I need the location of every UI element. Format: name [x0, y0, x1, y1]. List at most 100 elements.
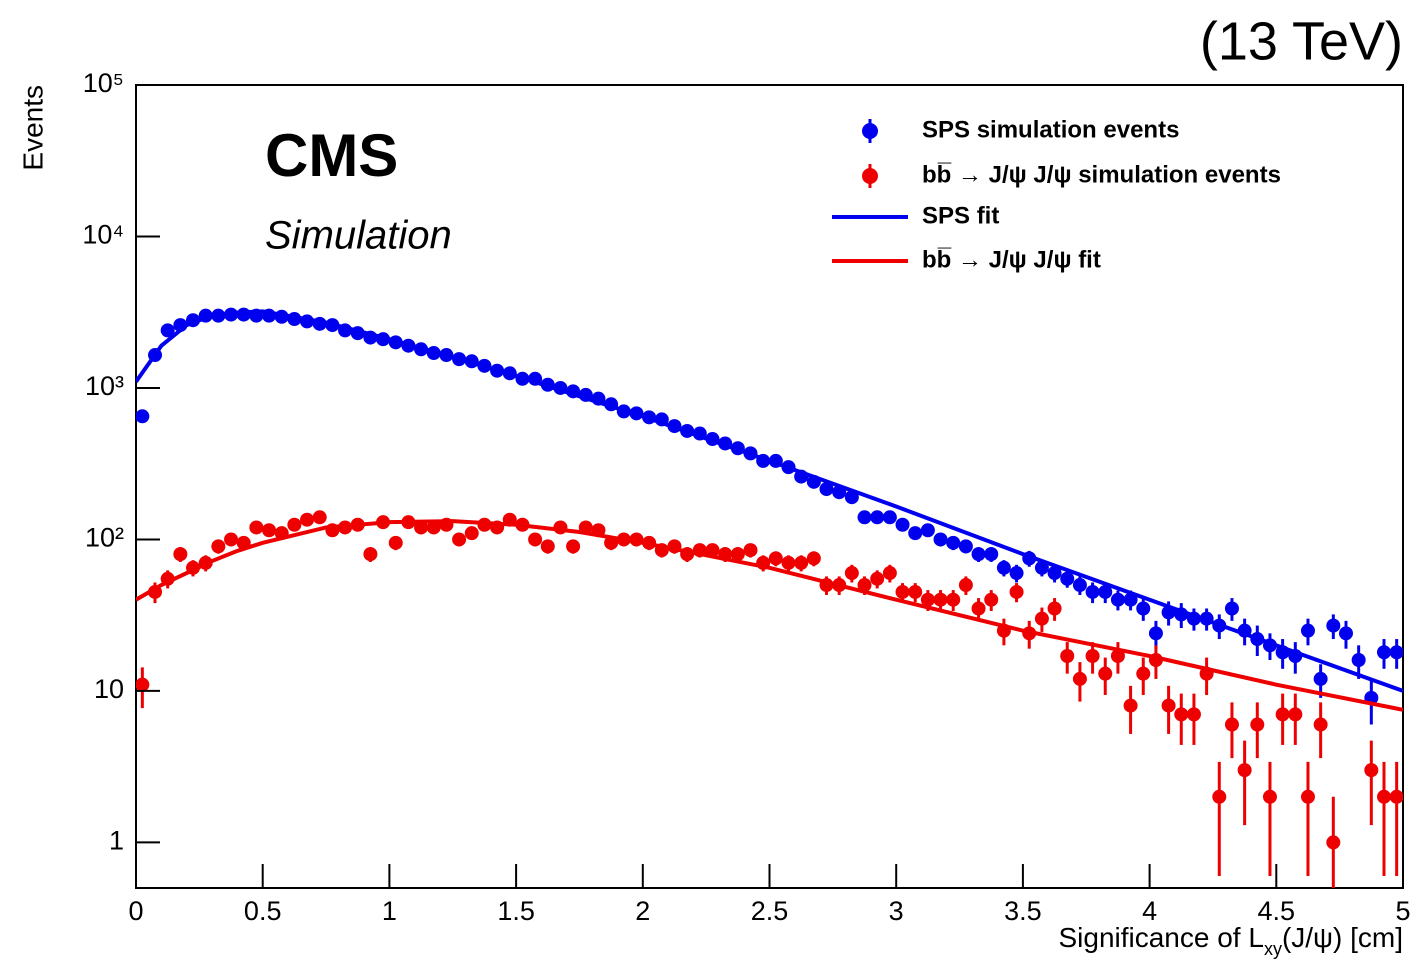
data-point	[1034, 611, 1049, 626]
legend-label: bb̅ → J/ψ J/ψ simulation events	[922, 161, 1281, 188]
x-label-sub: xy	[1264, 939, 1282, 959]
legend-label: SPS fit	[922, 202, 999, 229]
data-point	[136, 409, 150, 424]
data-point	[1250, 717, 1265, 732]
data-point	[870, 571, 885, 586]
data-point	[1300, 623, 1315, 638]
legend-label: bb̅ → J/ψ J/ψ fit	[922, 246, 1101, 273]
data-point	[794, 555, 809, 570]
x-tick-label: 3	[889, 896, 904, 926]
data-point	[1300, 789, 1315, 804]
data-point	[870, 510, 885, 525]
x-tick-label: 1	[382, 896, 397, 926]
data-point	[1110, 649, 1125, 664]
data-point	[300, 512, 315, 527]
x-axis-label: Significance of Lxy(J/ψ) [cm]	[1058, 922, 1403, 958]
data-point	[1186, 707, 1201, 722]
data-point	[908, 526, 923, 541]
data-point	[426, 520, 441, 535]
data-point	[1389, 645, 1403, 660]
data-point	[1313, 671, 1328, 686]
data-point	[1237, 763, 1252, 778]
data-point	[1072, 578, 1087, 593]
data-point	[414, 520, 429, 535]
data-point	[388, 535, 403, 550]
y-tick-label: 10⁵	[83, 68, 124, 98]
data-point	[1072, 671, 1087, 686]
data-point	[224, 532, 239, 547]
data-point	[1060, 649, 1075, 664]
fit-line	[136, 519, 1403, 712]
data-point	[781, 555, 796, 570]
x-tick-label: 4	[1142, 896, 1157, 926]
x-tick-label: 4.5	[1258, 896, 1296, 926]
data-point	[1326, 618, 1341, 633]
data-point	[920, 523, 935, 538]
legend-label: SPS simulation events	[922, 116, 1179, 143]
data-point	[1313, 717, 1328, 732]
data-point	[857, 578, 872, 593]
data-point	[819, 482, 834, 497]
data-point	[312, 510, 327, 525]
x-tick-label: 1.5	[497, 896, 535, 926]
data-point	[1085, 584, 1100, 599]
data-point	[262, 523, 277, 538]
data-point	[1098, 666, 1113, 681]
data-point	[844, 566, 859, 581]
y-tick-label: 10	[94, 674, 124, 704]
data-point	[1389, 789, 1403, 804]
data-point	[1123, 698, 1138, 713]
x-label-part: Significance of L	[1058, 922, 1263, 953]
data-point	[136, 677, 150, 692]
data-point	[908, 584, 923, 599]
data-point	[705, 543, 720, 558]
data-point	[160, 323, 175, 338]
data-point	[452, 532, 467, 547]
data-point	[895, 517, 910, 532]
data-point	[1351, 652, 1366, 667]
data-point	[1376, 789, 1391, 804]
plot-frame	[135, 84, 1404, 889]
y-tick-label: 1	[109, 826, 124, 856]
data-point	[540, 539, 555, 554]
experiment-label: CMS	[265, 122, 398, 189]
data-point	[768, 551, 783, 566]
data-point	[1060, 571, 1075, 586]
y-tick-label: 10²	[85, 523, 124, 553]
x-tick-label: 2	[635, 896, 650, 926]
data-point	[1275, 707, 1290, 722]
data-point	[1098, 584, 1113, 599]
data-point	[236, 307, 251, 322]
data-point	[933, 532, 948, 547]
data-point	[882, 510, 897, 525]
data-point	[920, 592, 935, 607]
data-point	[1110, 592, 1125, 607]
data-point	[946, 535, 961, 550]
data-point	[1136, 601, 1151, 616]
data-point	[806, 551, 821, 566]
x-tick-label: 2.5	[751, 896, 789, 926]
data-point	[1047, 566, 1062, 581]
data-point	[743, 543, 758, 558]
data-point	[857, 510, 872, 525]
data-point	[287, 517, 302, 532]
data-point	[1148, 626, 1163, 641]
data-point	[933, 592, 948, 607]
data-point	[464, 526, 479, 541]
legend-marker	[862, 168, 878, 184]
data-point	[1262, 789, 1277, 804]
data-point	[882, 566, 897, 581]
data-point	[958, 578, 973, 593]
data-point	[211, 539, 226, 554]
energy-label: (13 TeV)	[1200, 11, 1403, 71]
data-point	[173, 547, 188, 562]
data-point	[1136, 666, 1151, 681]
data-point	[996, 560, 1011, 575]
x-tick-label: 3.5	[1004, 896, 1042, 926]
data-point	[971, 547, 986, 562]
plot-area	[136, 307, 1403, 888]
data-point	[1338, 626, 1353, 641]
data-point	[730, 547, 745, 562]
data-point	[1212, 789, 1227, 804]
data-point	[1009, 566, 1024, 581]
